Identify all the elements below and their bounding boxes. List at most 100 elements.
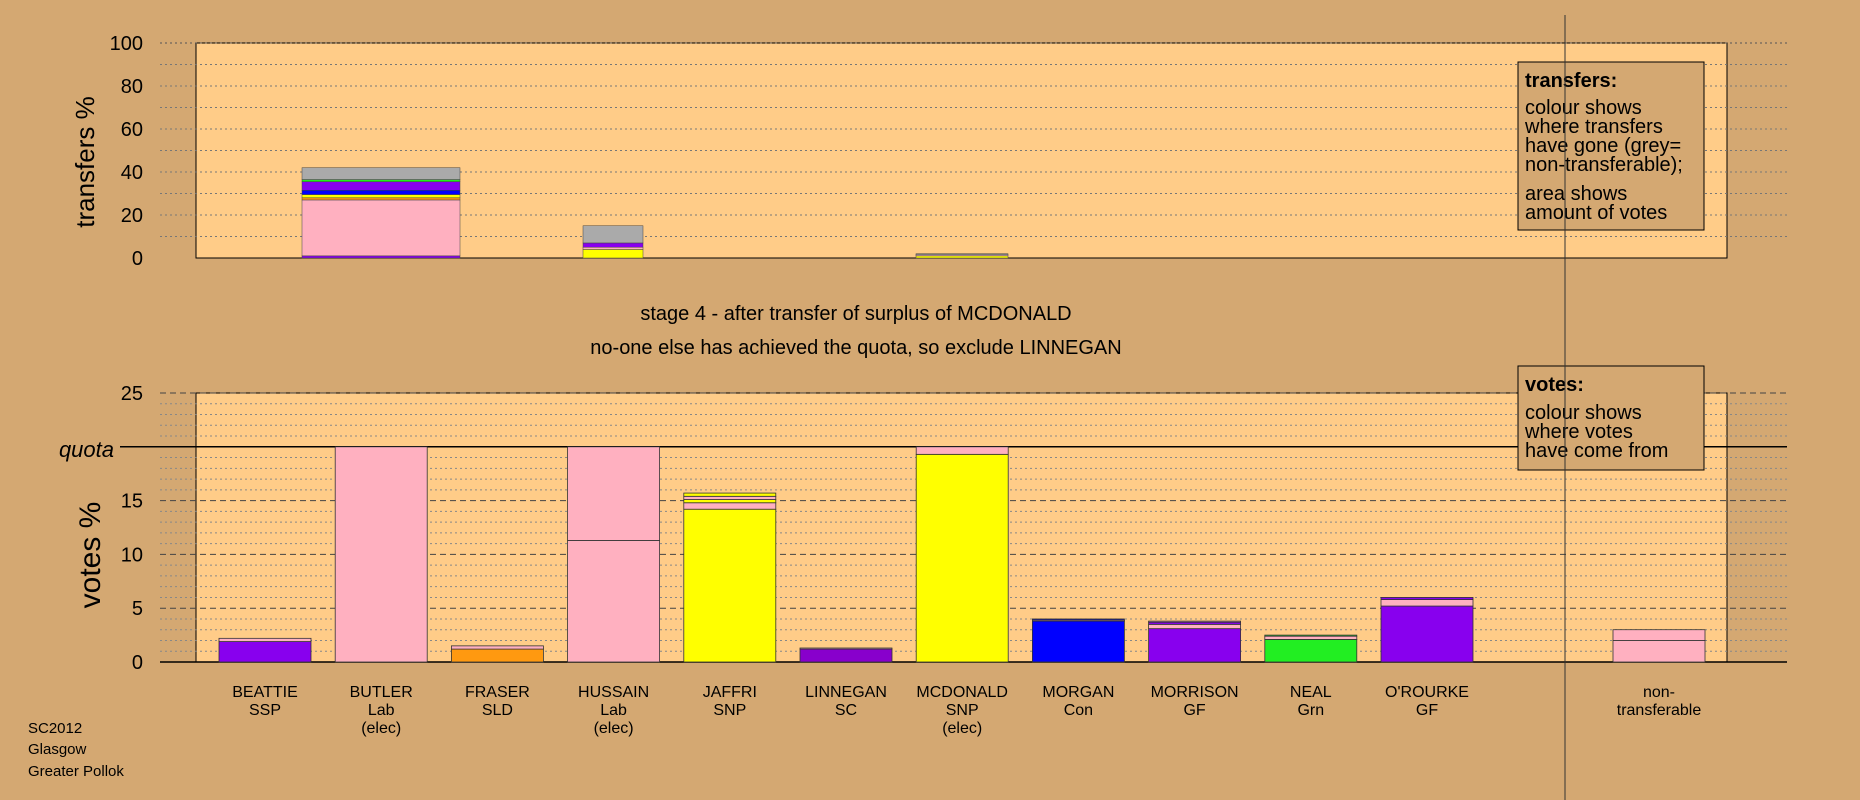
votes-bar-segment bbox=[683, 508, 777, 663]
candidate-name-label: MCDONALD bbox=[916, 684, 1008, 701]
transfers-legend-title: transfers: bbox=[1525, 70, 1617, 92]
transfers-legend: transfers: colour shows where transfers … bbox=[1517, 61, 1705, 231]
votes-bar-segment bbox=[799, 647, 893, 650]
footer-line: SC2012 bbox=[28, 720, 82, 737]
votes-legend-line: where votes bbox=[1524, 421, 1633, 443]
candidate-party-label: GF bbox=[1183, 702, 1205, 719]
votes-panel: 05101525BEATTIESSPBUTLERLab(elec)FRASERS… bbox=[120, 383, 1787, 737]
candidate-party-label: Lab bbox=[600, 702, 627, 719]
transfers-legend-line: non-transferable); bbox=[1525, 154, 1683, 176]
candidate-elected-label: (elec) bbox=[942, 720, 982, 737]
votes-bar-segment bbox=[1380, 597, 1474, 600]
votes-bar-segment bbox=[1264, 634, 1358, 637]
transfers-tick-label: 40 bbox=[121, 162, 143, 184]
votes-tick-label: 0 bbox=[132, 652, 143, 674]
transfers-bar-segment bbox=[582, 249, 644, 259]
votes-bar-segment bbox=[915, 453, 1009, 663]
votes-ylabel: votes % bbox=[74, 502, 107, 609]
candidate-party-label: SNP bbox=[713, 702, 746, 719]
transfers-bar-segment bbox=[582, 242, 644, 248]
votes-bar-segment bbox=[218, 641, 312, 663]
votes-bar-segment bbox=[683, 502, 777, 510]
votes-bar-segment bbox=[450, 645, 544, 650]
votes-tick-label: 10 bbox=[121, 544, 143, 566]
candidate-name-label: HUSSAIN bbox=[578, 684, 649, 701]
candidate-elected-label: (elec) bbox=[361, 720, 401, 737]
votes-bar-segment bbox=[1612, 640, 1706, 663]
candidate-name-label: LINNEGAN bbox=[805, 684, 887, 701]
transfers-bar-segment bbox=[301, 197, 461, 201]
candidate-name-label: FRASER bbox=[465, 684, 530, 701]
candidate-party-label: Con bbox=[1064, 702, 1093, 719]
transfers-tick-label: 20 bbox=[121, 205, 143, 227]
stage-line-2: no-one else has achieved the quota, so e… bbox=[590, 337, 1121, 359]
candidate-name-label: non- bbox=[1643, 684, 1675, 701]
transfers-legend-line: where transfers bbox=[1524, 116, 1663, 138]
transfers-tick-label: 80 bbox=[121, 76, 143, 98]
candidate-name-label: MORRISON bbox=[1151, 684, 1239, 701]
transfers-legend-line: area shows bbox=[1525, 183, 1627, 205]
candidate-name-label: BEATTIE bbox=[232, 684, 298, 701]
footer-line: Greater Pollok bbox=[28, 763, 124, 780]
candidate-name-label: JAFFRI bbox=[703, 684, 757, 701]
candidate-name-label: NEAL bbox=[1290, 684, 1332, 701]
votes-legend-line: have come from bbox=[1525, 440, 1668, 462]
votes-bar-segment bbox=[1032, 618, 1125, 621]
transfers-panel: 0 20 40 60 80 100 bbox=[110, 33, 1787, 270]
votes-tick-label: 15 bbox=[121, 491, 143, 513]
votes-bar-segment bbox=[218, 637, 312, 642]
candidate-party-label: SLD bbox=[482, 702, 513, 719]
votes-bar-segment bbox=[683, 492, 777, 497]
votes-bar-segment bbox=[567, 446, 660, 541]
candidate-party-label: transferable bbox=[1617, 702, 1702, 719]
candidate-party-label: Lab bbox=[368, 702, 395, 719]
votes-bar-segment bbox=[1380, 599, 1474, 607]
votes-bar-segment bbox=[1264, 635, 1358, 640]
votes-bar-segment bbox=[1148, 628, 1241, 663]
votes-tick-label: 5 bbox=[132, 598, 143, 620]
votes-bar-segment bbox=[1612, 629, 1706, 641]
transfers-legend-line: have gone (grey= bbox=[1525, 135, 1681, 157]
votes-bar-segment bbox=[1032, 620, 1125, 663]
candidate-party-label: Grn bbox=[1297, 702, 1324, 719]
transfers-tick-label: 0 bbox=[132, 248, 143, 270]
votes-bar-segment bbox=[683, 499, 777, 504]
candidate-name-label: O'ROURKE bbox=[1385, 684, 1469, 701]
candidate-party-label: SNP bbox=[946, 702, 979, 719]
transfers-bar-segment bbox=[301, 199, 461, 257]
stage-line-1: stage 4 - after transfer of surplus of M… bbox=[640, 303, 1071, 325]
transfers-bar-segment bbox=[301, 190, 461, 195]
votes-bar-segment bbox=[683, 495, 777, 500]
candidate-party-label: SSP bbox=[249, 702, 281, 719]
transfers-tick-label: 100 bbox=[110, 33, 143, 55]
votes-tick-label: 25 bbox=[121, 383, 143, 405]
votes-bar-segment bbox=[915, 446, 1009, 455]
votes-bar-segment bbox=[450, 648, 544, 663]
candidate-name-label: BUTLER bbox=[350, 684, 413, 701]
transfers-bar-segment bbox=[915, 255, 1009, 259]
transfers-bar-segment bbox=[582, 225, 644, 244]
transfers-bar-segment bbox=[301, 179, 461, 182]
votes-legend: votes: colour shows where votes have com… bbox=[1517, 365, 1705, 471]
transfers-bar-segment bbox=[582, 247, 644, 250]
transfers-bar-segment bbox=[301, 194, 461, 199]
transfers-bar-segment bbox=[301, 255, 461, 259]
transfers-legend-line: amount of votes bbox=[1525, 202, 1667, 224]
candidate-party-label: GF bbox=[1416, 702, 1438, 719]
votes-bar-segment bbox=[1380, 605, 1474, 663]
transfers-legend-line: colour shows bbox=[1525, 97, 1642, 119]
votes-bar-segment bbox=[567, 540, 660, 663]
votes-bar-segment bbox=[334, 446, 428, 663]
candidate-party-label: SC bbox=[835, 702, 857, 719]
transfers-ylabel: transfers % bbox=[70, 96, 100, 228]
candidate-name-label: MORGAN bbox=[1042, 684, 1114, 701]
transfers-bar-segment bbox=[301, 167, 461, 180]
votes-bar-segment bbox=[1264, 639, 1358, 663]
votes-legend-title: votes: bbox=[1525, 374, 1584, 396]
candidate-elected-label: (elec) bbox=[594, 720, 634, 737]
transfers-tick-label: 60 bbox=[121, 119, 143, 141]
transfers-bar-segment bbox=[301, 181, 461, 191]
footer-line: Glasgow bbox=[28, 741, 87, 758]
votes-bar-segment bbox=[1148, 623, 1241, 630]
